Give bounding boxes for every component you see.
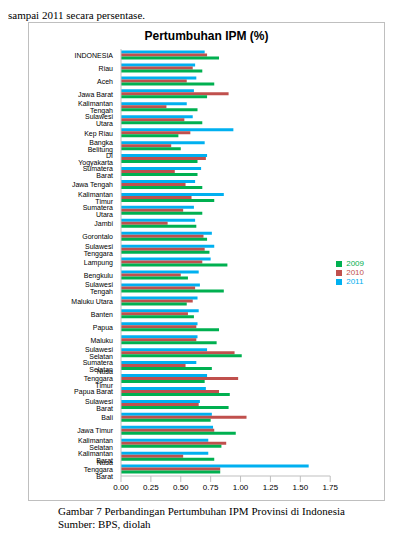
svg-text:Jawa Timur: Jawa Timur xyxy=(77,427,113,434)
svg-text:Banten: Banten xyxy=(91,311,113,318)
svg-text:0.75: 0.75 xyxy=(203,483,219,492)
svg-text:Jambi: Jambi xyxy=(94,220,113,227)
svg-text:Bengkulu: Bengkulu xyxy=(84,272,113,280)
svg-text:INDONESIA: INDONESIA xyxy=(74,52,113,59)
svg-text:SumateraBarat: SumateraBarat xyxy=(83,165,113,179)
svg-text:SulawesiTengah: SulawesiTengah xyxy=(85,281,113,296)
svg-text:SulawesiTenggara: SulawesiTenggara xyxy=(84,243,114,258)
svg-text:KalimantanTimur: KalimantanTimur xyxy=(78,191,114,205)
svg-text:1.75: 1.75 xyxy=(322,483,338,492)
svg-text:0.25: 0.25 xyxy=(143,483,159,492)
svg-text:Papua: Papua xyxy=(93,324,113,332)
svg-text:SumateraUtara: SumateraUtara xyxy=(83,204,113,218)
svg-text:Maluku: Maluku xyxy=(90,337,113,344)
svg-text:Jawa Barat: Jawa Barat xyxy=(78,91,113,98)
svg-text:NusaTenggaraTimur: NusaTenggaraTimur xyxy=(84,368,114,389)
svg-text:SulawesiUtara: SulawesiUtara xyxy=(85,113,113,127)
svg-text:Riau: Riau xyxy=(99,65,114,72)
svg-text:Gorontalo: Gorontalo xyxy=(82,233,113,240)
svg-text:1.00: 1.00 xyxy=(233,483,249,492)
svg-text:SulawesiSelatan: SulawesiSelatan xyxy=(85,346,113,360)
svg-text:KalimantanSelatan: KalimantanSelatan xyxy=(78,437,113,451)
svg-text:1.25: 1.25 xyxy=(263,483,279,492)
svg-text:NusaTenggaraBarat: NusaTenggaraBarat xyxy=(84,459,113,480)
svg-text:Maluku Utara: Maluku Utara xyxy=(71,298,113,305)
svg-text:Aceh: Aceh xyxy=(97,78,113,85)
svg-text:Jawa Tengah: Jawa Tengah xyxy=(72,181,113,189)
svg-text:1.50: 1.50 xyxy=(293,483,309,492)
svg-text:Kep Riau: Kep Riau xyxy=(84,130,113,138)
svg-text:SulawesiBarat: SulawesiBarat xyxy=(85,398,113,412)
svg-text:Papua Barat: Papua Barat xyxy=(74,388,113,396)
svg-text:Bali: Bali xyxy=(101,414,113,421)
svg-text:0.50: 0.50 xyxy=(173,483,189,492)
svg-text:0.00: 0.00 xyxy=(113,483,129,492)
svg-text:Lampung: Lampung xyxy=(84,259,113,267)
